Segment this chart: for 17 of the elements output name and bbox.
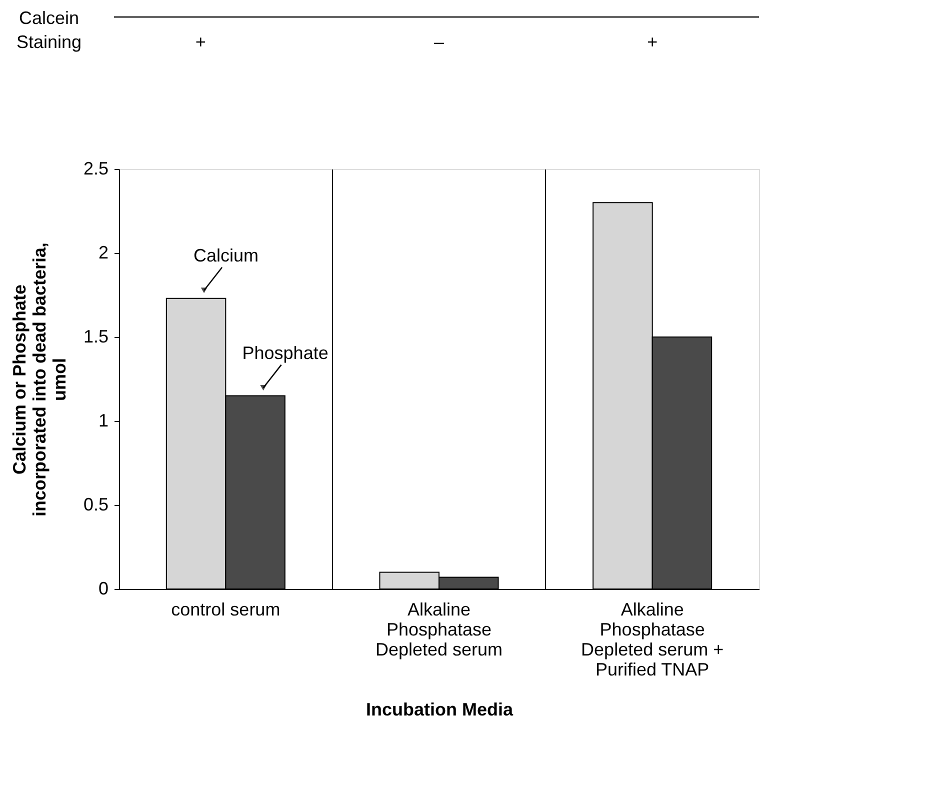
y-axis-title: Calcium or Phosphate incorporated into dead bacteria, umol (9, 242, 70, 517)
series-label: Phosphate (242, 342, 328, 363)
y-tick-label: 2.5 (83, 158, 108, 178)
text: Calcein Staining (16, 8, 82, 52)
y-tick-label: 1.5 (83, 326, 108, 346)
series-label: Calcium (194, 245, 259, 266)
y-tick-label: 2 (98, 242, 108, 262)
y-tick-label: 1 (98, 410, 108, 430)
x-axis-title: Incubation Media (366, 700, 514, 720)
text: – (434, 32, 444, 52)
x-tick-label: Alkaline Phosphatase Depleted serum + Purified TNAP (581, 600, 724, 680)
text: + (195, 32, 206, 52)
text: + (647, 32, 658, 52)
x-tick-label: control serum (171, 600, 280, 620)
x-tick-label: Alkaline Phosphatase Depleted serum (375, 600, 503, 660)
y-tick-label: 0.5 (83, 494, 108, 514)
y-tick-label: 0 (98, 578, 108, 598)
